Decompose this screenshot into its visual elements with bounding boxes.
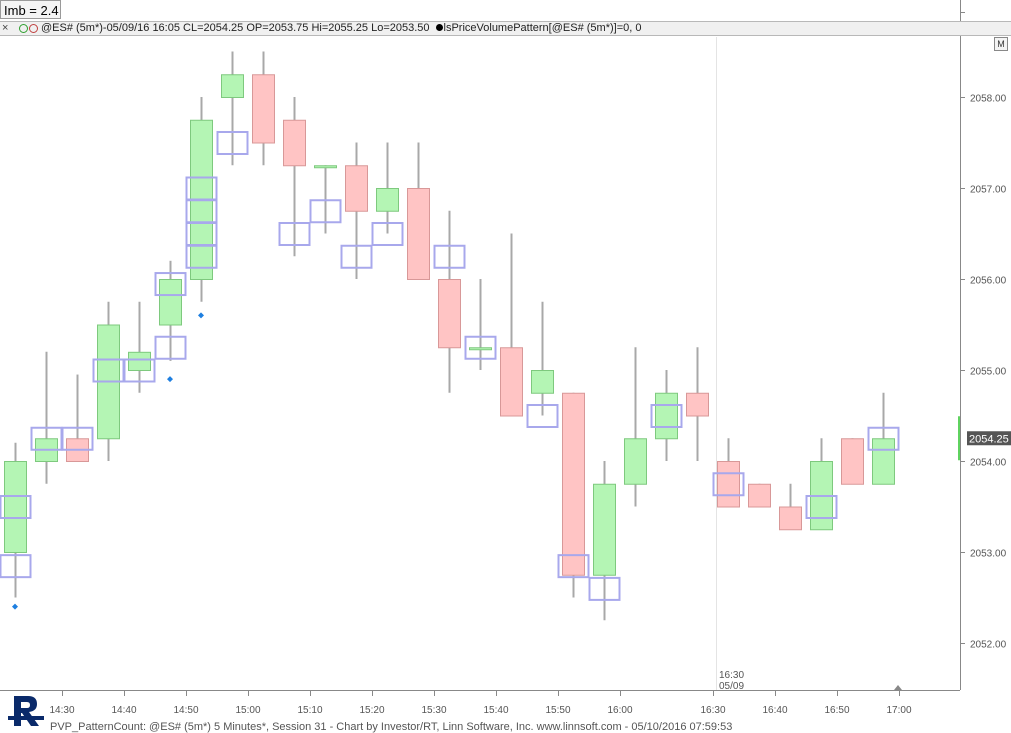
candle-body-down[interactable]: [717, 461, 740, 508]
last-price-box: [967, 431, 1011, 446]
x-tick-label: 15:40: [483, 705, 508, 716]
pattern-box[interactable]: [154, 272, 187, 297]
pattern-box[interactable]: [867, 426, 900, 451]
candle-body-down[interactable]: [841, 438, 864, 485]
candle-body-up[interactable]: [376, 188, 399, 212]
y-tick-label: 2055.00: [970, 367, 1007, 378]
pattern-box[interactable]: [588, 576, 621, 601]
candle-body-up[interactable]: [128, 351, 151, 371]
pattern-box[interactable]: [216, 131, 249, 155]
pattern-box[interactable]: [185, 176, 218, 201]
candle-body-down[interactable]: [438, 279, 461, 349]
pattern-boxes-layer: [0, 131, 900, 601]
pattern-box[interactable]: [154, 335, 187, 360]
candle-body-down[interactable]: [500, 347, 523, 417]
linn-software-logo: [8, 696, 44, 726]
x-tick-label: 17:00: [886, 705, 911, 716]
x-tick-label: 14:40: [111, 705, 136, 716]
pattern-box[interactable]: [805, 495, 838, 519]
x-tick-label: 15:50: [545, 705, 570, 716]
color-dots-icon[interactable]: [19, 24, 39, 37]
signal-marker: [198, 312, 204, 319]
pattern-box[interactable]: [0, 554, 32, 579]
y-tick-label: 2054.00: [970, 458, 1007, 469]
x-tick-label: 16:40: [762, 705, 787, 716]
candle-body-down[interactable]: [686, 392, 709, 417]
candle-body-down[interactable]: [407, 188, 430, 280]
imbalance-label: Imb = 2.4: [0, 0, 61, 19]
pattern-box[interactable]: [526, 404, 559, 428]
y-tick-label: 2058.00: [970, 94, 1007, 105]
last-price-label: 2054.25: [969, 433, 1009, 445]
chart-info-text: @ES# (5m*)-05/09/16 16:05 CL=2054.25 OP=…: [41, 22, 641, 35]
x-tick-label: 15:30: [421, 705, 446, 716]
footer-text: PVP_PatternCount: @ES# (5m*) 5 Minutes*,…: [50, 721, 733, 733]
pattern-box[interactable]: [712, 472, 745, 497]
ohlc-text: @ES# (5m*)-05/09/16 16:05 CL=2054.25 OP=…: [41, 22, 430, 34]
pattern-box[interactable]: [309, 199, 342, 224]
y-tick-label: 2056.00: [970, 276, 1007, 287]
chart-info-bar: × @ES# (5m*)-05/09/16 16:05 CL=2054.25 O…: [0, 21, 1011, 36]
pattern-box[interactable]: [278, 222, 311, 246]
candle-body-up[interactable]: [655, 392, 678, 440]
candle-body-up[interactable]: [469, 347, 492, 351]
markers-layer: [12, 312, 204, 610]
x-tick-label: 15:20: [359, 705, 384, 716]
green-dot-icon: [19, 24, 28, 33]
scroll-end-icon[interactable]: [894, 685, 902, 690]
pattern-box[interactable]: [61, 426, 94, 451]
chart-footer: PVP_PatternCount: @ES# (5m*) 5 Minutes*,…: [0, 690, 1011, 733]
candle-body-up[interactable]: [593, 483, 616, 576]
candle-body-down[interactable]: [345, 165, 368, 212]
close-icon[interactable]: ×: [2, 22, 9, 34]
indicator-pin-icon[interactable]: [435, 24, 443, 31]
signal-marker: [12, 603, 18, 610]
session-break-date: 05/09: [719, 681, 744, 692]
candle-body-up[interactable]: [624, 438, 647, 485]
candle-body-up[interactable]: [531, 370, 554, 394]
x-tick-label: 14:50: [173, 705, 198, 716]
y-tick-label: 2052.00: [970, 640, 1007, 651]
red-dot-icon: [29, 24, 38, 33]
y-tick-label: 2053.00: [970, 549, 1007, 560]
candle-body-down[interactable]: [748, 483, 771, 508]
x-tick-label: 16:30: [700, 705, 725, 716]
pattern-box[interactable]: [371, 222, 404, 246]
pattern-box[interactable]: [123, 358, 156, 383]
candle-body-up[interactable]: [4, 461, 27, 553]
y-axis-ticks: 2052.00 2053.00 2054.00 2055.00 2056.00 2057.…: [960, 12, 1007, 651]
candle-body-down[interactable]: [283, 119, 306, 167]
y-tick-label: 2057.00: [970, 185, 1007, 196]
last-price-indicator: 2054.25: [958, 416, 1011, 461]
signal-marker: [167, 376, 173, 383]
x-tick-label: 15:10: [297, 705, 322, 716]
candle-body-up[interactable]: [314, 165, 337, 169]
candle-body-down[interactable]: [562, 392, 585, 576]
candle-body-up[interactable]: [159, 279, 182, 326]
x-axis-ticks: 14:30 14:40 14:50 15:00 15:10 15:20 15:30 15:40…: [49, 685, 912, 716]
x-tick-label: 16:00: [607, 705, 632, 716]
candle-body-up[interactable]: [872, 438, 895, 485]
m-button[interactable]: M: [994, 37, 1008, 51]
pattern-box[interactable]: [464, 335, 497, 360]
indicator-text: lsPriceVolumePattern[@ES# (5m*)]=0, 0: [443, 22, 642, 34]
pattern-box[interactable]: [650, 404, 683, 428]
x-tick-label: 14:30: [49, 705, 74, 716]
pattern-box[interactable]: [0, 495, 32, 519]
candle-body-down[interactable]: [252, 74, 275, 144]
pattern-box[interactable]: [433, 244, 466, 269]
pattern-box[interactable]: [557, 554, 590, 579]
x-tick-label: 15:00: [235, 705, 260, 716]
pattern-box[interactable]: [340, 244, 373, 269]
session-break-time: 16:30: [719, 670, 744, 681]
candle-body-up[interactable]: [221, 74, 244, 98]
x-tick-label: 16:50: [824, 705, 849, 716]
candle-body-down[interactable]: [779, 506, 802, 531]
